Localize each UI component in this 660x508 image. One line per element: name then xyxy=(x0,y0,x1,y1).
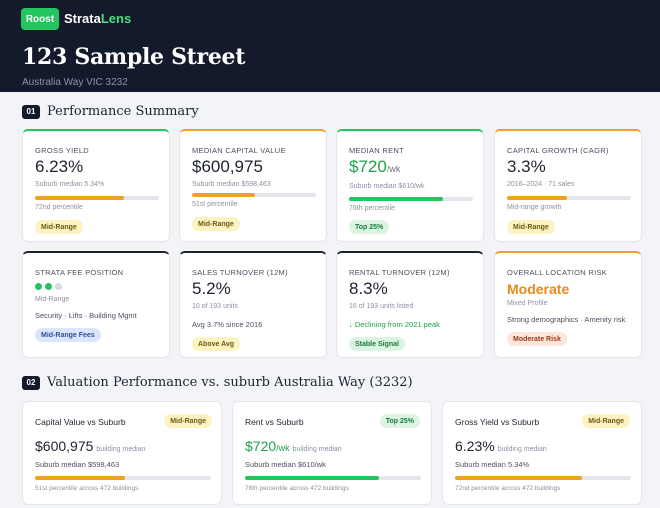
card-note: Mid-Range xyxy=(35,296,70,303)
status-badge: Mid-Range Fees xyxy=(35,328,101,342)
status-badge: Above Avg xyxy=(192,337,241,351)
property-locality: Australia Way VIC 3232 xyxy=(22,77,128,88)
card-note: Suburb median $610/wk xyxy=(349,183,425,190)
card-note: 10 of 193 units xyxy=(192,303,238,310)
valuation-value: 6.23% building median xyxy=(455,438,547,454)
valuation-value: $720/wk building median xyxy=(245,438,342,454)
card-label: Rental Turnover (12M) xyxy=(349,268,450,277)
value-unit: /wk xyxy=(386,164,401,174)
percentile-bar xyxy=(245,476,421,480)
section-number: 02 xyxy=(22,375,40,390)
valuation-note: 76th percentile across 472 buildings xyxy=(245,485,349,492)
card-value: Moderate xyxy=(507,281,570,297)
value-tag: building median xyxy=(96,446,146,453)
card-label: Strata Fee Position xyxy=(35,268,124,277)
rental-turnover-card: Rental Turnover (12M) 8.3% 16 of 193 uni… xyxy=(336,251,484,358)
section-title: Valuation Performance vs. suburb Austral… xyxy=(47,375,413,390)
card-value: 3.3% xyxy=(507,157,546,176)
capital-value-card: Median Capital Value $600,975 Suburb med… xyxy=(179,129,327,242)
brand-suffix: Lens xyxy=(100,11,132,26)
card-note: 2016–2024 · 71 sales xyxy=(507,181,575,188)
property-address: 123 Sample Street xyxy=(22,44,246,70)
roost-logo-button[interactable]: Roost xyxy=(21,8,59,30)
value-amount: $720 xyxy=(349,157,387,176)
percentile-bar xyxy=(192,193,316,197)
percentile-text: 51st percentile xyxy=(192,201,238,208)
header-banner: Roost StrataLens 123 Sample Street Austr… xyxy=(0,0,660,92)
card-value: 6.23% xyxy=(35,157,84,176)
fee-level-dots xyxy=(35,283,62,290)
percentile-bar xyxy=(35,476,211,480)
card-value: 8.3% xyxy=(349,279,388,298)
card-label: Sales Turnover (12M) xyxy=(192,268,288,277)
fee-dot xyxy=(35,283,42,290)
valuation-note: 72nd percentile across 472 buildings xyxy=(455,485,561,492)
card-value: 5.2% xyxy=(192,279,231,298)
card-label: Overall Location Risk xyxy=(507,268,608,277)
value-amount: 6.23% xyxy=(455,438,495,454)
strata-fee-card: Strata Fee Position Mid-Range Security ·… xyxy=(22,251,170,358)
valuation-card-rent: Rent vs Suburb Top 25% $720/wk building m… xyxy=(232,401,432,505)
section-number: 01 xyxy=(22,104,40,119)
card-note: Suburb median 5.34% xyxy=(35,181,105,188)
valuation-suburb-median: Suburb median 5.34% xyxy=(455,460,530,469)
status-badge: Mid-Range xyxy=(507,220,555,234)
valuation-card-yield: Gross Yield vs Suburb Mid-Range 6.23% bui… xyxy=(442,401,642,505)
card-note: Mixed Profile xyxy=(507,300,548,307)
brand-prefix: Strata xyxy=(64,11,101,26)
percentile-bar xyxy=(507,196,631,200)
card-detail: Avg 3.7% since 2016 xyxy=(192,320,263,329)
value-unit: /wk xyxy=(276,443,290,453)
brand-name: StrataLens xyxy=(64,11,131,26)
valuation-suburb-median: Suburb median $598,463 xyxy=(35,460,120,469)
valuation-badge: Mid-Range xyxy=(582,414,630,428)
valuation-badge: Mid-Range xyxy=(164,414,212,428)
card-value: $600,975 xyxy=(192,157,263,176)
status-badge: Stable Signal xyxy=(349,337,405,351)
valuation-card-capital: Capital Value vs Suburb Mid-Range $600,9… xyxy=(22,401,222,505)
card-label: Median Capital Value xyxy=(192,146,286,155)
status-badge: Top 25% xyxy=(349,220,390,234)
card-note: Suburb median $598,463 xyxy=(192,181,271,188)
percentile-bar xyxy=(349,197,473,201)
location-risk-card: Overall Location Risk Moderate Mixed Pro… xyxy=(494,251,642,358)
percentile-bar xyxy=(35,196,159,200)
card-value: $720/wk xyxy=(349,157,400,177)
valuation-title: Gross Yield vs Suburb xyxy=(455,417,540,427)
valuation-badge: Top 25% xyxy=(379,414,420,428)
card-detail: Security · Lifts · Building Mgmt xyxy=(35,311,137,320)
card-note: 16 of 193 units listed xyxy=(349,303,414,310)
section-valuation-performance: 02 Valuation Performance vs. suburb Aust… xyxy=(22,375,413,390)
card-label: Capital Growth (CAGR) xyxy=(507,146,609,155)
valuation-title: Rent vs Suburb xyxy=(245,417,304,427)
valuation-value: $600,975 building median xyxy=(35,438,145,454)
card-label: Gross Yield xyxy=(35,146,90,155)
valuation-suburb-median: Suburb median $610/wk xyxy=(245,460,326,469)
card-detail: ↓ Declining from 2021 peak xyxy=(349,320,440,329)
status-badge: Mid-Range xyxy=(192,217,240,231)
section-title: Performance Summary xyxy=(47,104,199,119)
capital-growth-card: Capital Growth (CAGR) 3.3% 2016–2024 · 7… xyxy=(494,129,642,242)
median-rent-card: Median Rent $720/wk Suburb median $610/w… xyxy=(336,129,484,242)
percentile-text: Mid-range growth xyxy=(507,204,562,211)
card-label: Median Rent xyxy=(349,146,404,155)
section-performance-summary: 01 Performance Summary xyxy=(22,104,199,119)
percentile-bar xyxy=(455,476,631,480)
value-amount: $720 xyxy=(245,438,277,454)
card-detail: Strong demographics · Amenity risk xyxy=(507,315,626,324)
value-amount: $600,975 xyxy=(35,438,94,454)
gross-yield-card: Gross Yield 6.23% Suburb median 5.34% 72… xyxy=(22,129,170,242)
valuation-note: 51st percentile across 472 buildings xyxy=(35,485,139,492)
fee-dot xyxy=(55,283,62,290)
valuation-title: Capital Value vs Suburb xyxy=(35,417,126,427)
value-tag: building median xyxy=(292,446,342,453)
status-badge: Moderate Risk xyxy=(507,332,567,346)
percentile-text: 76th percentile xyxy=(349,205,395,212)
status-badge: Mid-Range xyxy=(35,220,83,234)
value-tag: building median xyxy=(497,446,547,453)
sales-turnover-card: Sales Turnover (12M) 5.2% 10 of 193 unit… xyxy=(179,251,327,358)
fee-dot xyxy=(45,283,52,290)
percentile-text: 72nd percentile xyxy=(35,204,83,211)
